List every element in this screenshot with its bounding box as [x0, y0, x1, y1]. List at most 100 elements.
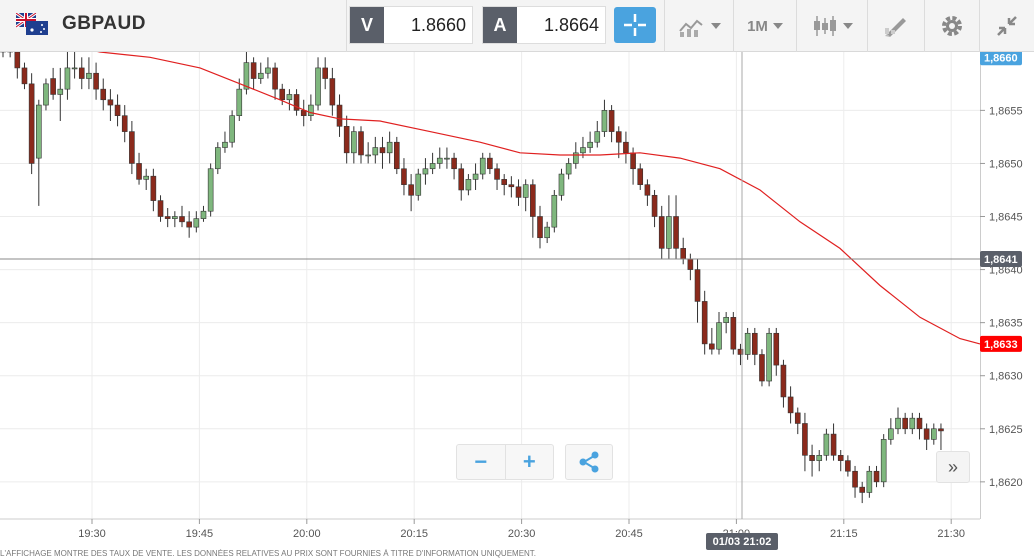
candle-bear	[658, 216, 665, 249]
candle-bull	[816, 455, 823, 461]
candle-bull	[551, 194, 558, 228]
x-tick-label: 19:30	[78, 528, 106, 540]
candle-bull	[909, 417, 916, 430]
chart-type-button[interactable]	[665, 0, 733, 52]
candle-bull	[386, 141, 393, 154]
zoom-out-button[interactable]: −	[457, 445, 506, 479]
price-axis[interactable]	[980, 52, 1034, 519]
x-tick-label: 20:45	[615, 528, 643, 540]
symbol-selector[interactable]: GBPAUD	[15, 11, 146, 35]
candle-bear	[809, 455, 815, 461]
buy-price-box[interactable]: A 1.8664	[482, 6, 606, 44]
y-axis-ticks: 1,8620 1,8625 1,8630 1,8635 1,8640 1,8645 1,86…	[980, 105, 1023, 489]
candle-bear	[401, 168, 407, 185]
y-tick-label: 1,8625	[989, 424, 1023, 436]
candle-bull	[572, 152, 579, 164]
candle-style-button[interactable]	[797, 0, 867, 52]
candle-bull	[766, 332, 772, 382]
gb-au-flag-icon	[15, 11, 48, 35]
candle-bear	[787, 396, 794, 414]
candle-bull	[193, 218, 200, 228]
crosshair-price-label: 1,8641	[984, 254, 1018, 266]
candle-bull	[243, 62, 250, 90]
candlestick-chart[interactable]: 1,86201,86251,86301,86351,86401,86451,86…	[0, 52, 1034, 558]
toolbar-divider	[979, 0, 980, 52]
crosshair-button[interactable]	[614, 7, 656, 43]
candle-bear	[673, 216, 679, 249]
share-button[interactable]	[565, 444, 613, 480]
candle-bear	[78, 67, 85, 79]
share-icon	[579, 451, 599, 473]
candle-bull	[365, 154, 371, 157]
x-tick-label: 19:45	[186, 528, 214, 540]
x-axis-ticks: 19:3019:4520:0020:1520:3020:4521:0021:15…	[0, 518, 980, 540]
candle-bear	[730, 317, 737, 350]
candle-bull	[544, 226, 550, 239]
settings-button[interactable]	[925, 0, 979, 52]
candle-bear	[451, 157, 457, 170]
candle-bull	[207, 168, 214, 212]
sell-price-box[interactable]: V 1.8660	[349, 6, 473, 44]
moving-average-price-tag	[980, 335, 1022, 352]
candle-bull	[823, 433, 830, 456]
crosshair-time-tag	[706, 533, 778, 550]
candle-bear	[50, 78, 56, 95]
zoom-in-button[interactable]: +	[522, 449, 536, 474]
candle-bull	[422, 168, 429, 175]
candle-bull	[43, 83, 49, 106]
x-tick-label: 20:15	[400, 528, 428, 540]
drawing-tools-button[interactable]	[868, 0, 924, 52]
candle-bear	[336, 104, 343, 127]
candle-bear	[837, 455, 844, 461]
y-tick-label: 1,8635	[989, 318, 1023, 330]
candle-bear	[751, 332, 758, 355]
candle-bear	[458, 168, 465, 191]
candle-bull	[436, 157, 443, 164]
candle-bear	[494, 168, 500, 180]
candle-bear	[873, 470, 880, 483]
candle-bull	[601, 110, 608, 132]
buy-label: A	[483, 7, 517, 43]
candle-bear	[530, 184, 536, 217]
candle-bear	[694, 269, 701, 302]
candle-bear	[393, 141, 400, 170]
candle-bear	[923, 428, 930, 440]
moving-average-line	[97, 52, 981, 345]
candle-bull	[723, 317, 729, 323]
chevron-down-icon	[710, 23, 721, 29]
toolbar: GBPAUD V 1.8660 A 1.8664 1M	[0, 0, 1034, 52]
collapse-button[interactable]	[980, 0, 1034, 52]
candle-bull	[472, 173, 479, 180]
candle-bull	[257, 72, 264, 79]
price-tags: 1,8660 1,8633 1,8641	[980, 52, 1022, 352]
candle-bull	[229, 115, 235, 143]
candle-bear	[279, 88, 286, 101]
candle-bear	[780, 364, 787, 398]
candle-bull	[522, 184, 529, 198]
candle-bear	[21, 67, 28, 85]
candle-bear	[114, 104, 121, 116]
x-tick-label: 20:00	[293, 528, 321, 540]
candle-bull	[236, 88, 243, 116]
candle-bull	[71, 67, 78, 70]
disclaimer: L'AFFICHAGE MONTRE DES TAUX DE VENTE. LE…	[0, 549, 537, 558]
symbol-name: GBPAUD	[62, 13, 146, 34]
candle-bear	[408, 184, 414, 196]
scroll-to-latest-button[interactable]: »	[936, 451, 970, 483]
candle-bear	[709, 343, 715, 350]
timeframe-label: 1M	[747, 17, 768, 35]
x-tick-label: 20:30	[508, 528, 536, 540]
candle-bear	[830, 433, 837, 456]
y-tick-label: 1,8630	[989, 371, 1023, 383]
candle-bear	[14, 52, 21, 69]
candle-bull	[415, 173, 422, 196]
candle-bear	[179, 216, 185, 223]
moving-average-price-label: 1,8633	[984, 339, 1018, 351]
candle-bull	[930, 428, 937, 440]
candle-bear	[759, 354, 765, 382]
candle-bear	[501, 179, 508, 185]
candle-bull	[215, 147, 221, 170]
timeframe-button[interactable]: 1M	[734, 0, 796, 52]
candle-bull	[35, 104, 42, 159]
candle-bear	[859, 486, 866, 493]
